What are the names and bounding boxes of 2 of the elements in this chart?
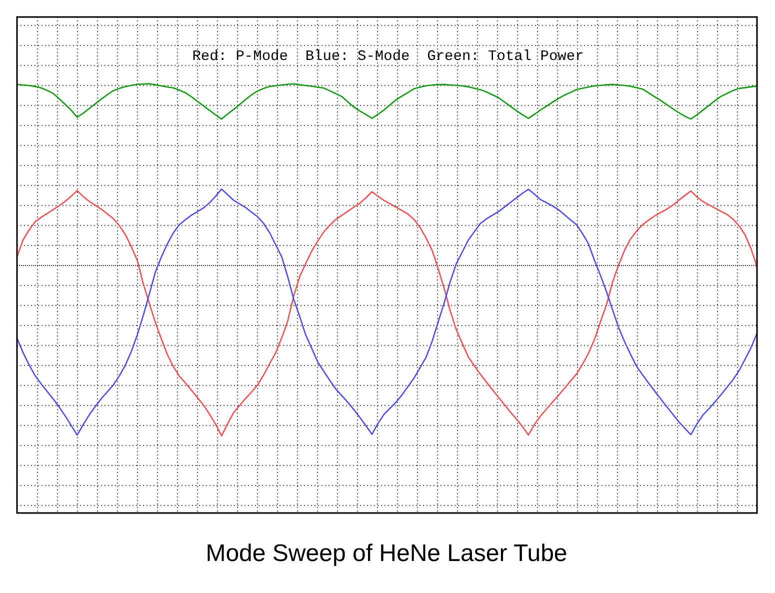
text: Red: P-Mode Blue: S-Mode Green: Total Power <box>192 49 584 65</box>
text: Mode Sweep of HeNe Laser Tube <box>206 540 568 567</box>
